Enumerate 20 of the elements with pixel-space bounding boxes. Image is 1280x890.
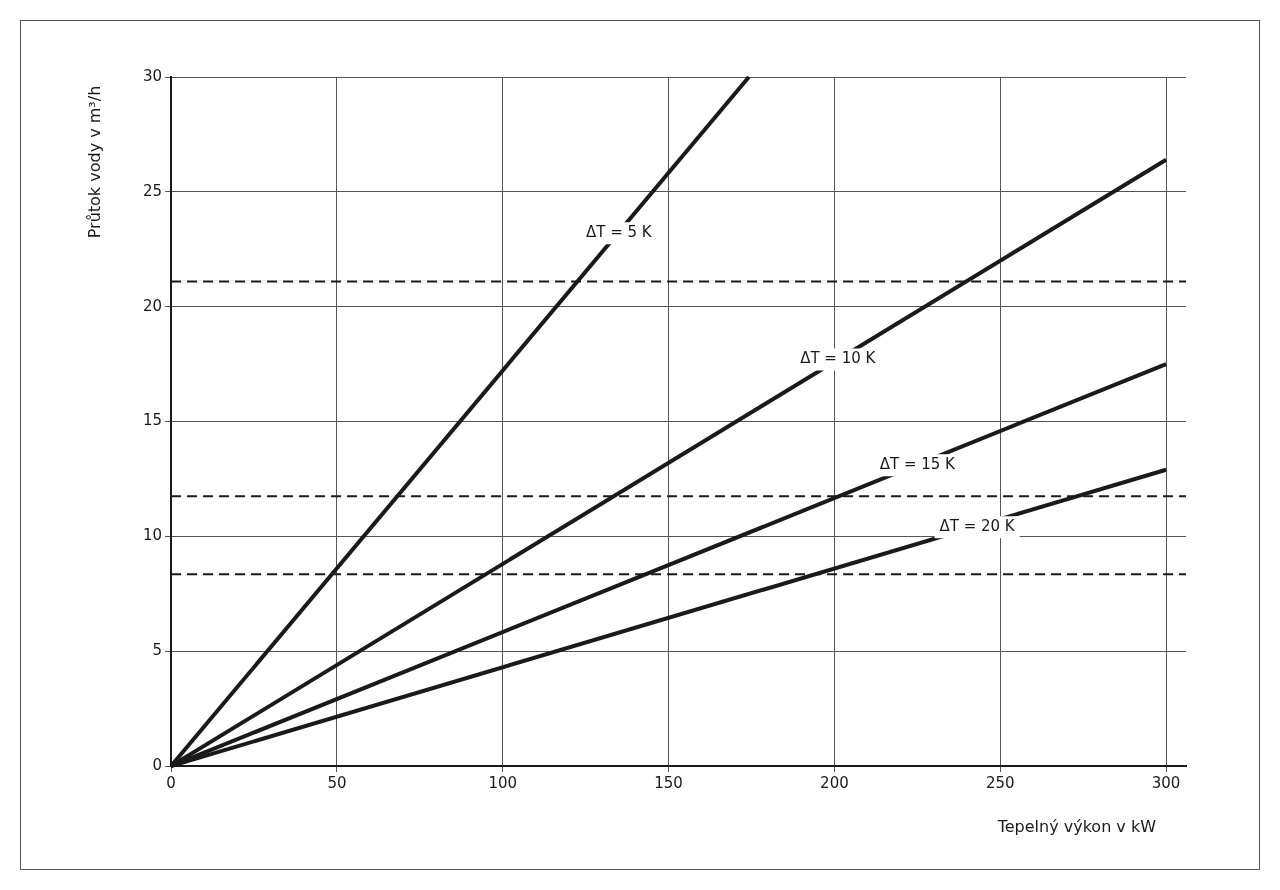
annotation: ΔT = 15 K (879, 455, 957, 474)
y-tick-label: 25 (142, 181, 163, 200)
y-tick-label: 30 (142, 66, 163, 85)
x-tick-label: 100 (488, 773, 518, 792)
x-tick-label: 250 (985, 773, 1015, 792)
y-tick-label: 10 (142, 526, 163, 545)
x-tick-label: 200 (820, 773, 849, 792)
x-tick-label: 0 (166, 773, 176, 792)
y-tick-label: 20 (142, 296, 163, 315)
y-tick-label: 0 (152, 755, 163, 774)
annotation: ΔT = 10 K (800, 349, 877, 368)
y-tick-label: 5 (152, 641, 163, 660)
y-axis-title: Průtok vody v m³/h (85, 85, 105, 239)
annotation: ΔT = 20 K (939, 517, 1016, 536)
annotation: ΔT = 5 K (586, 223, 653, 242)
x-axis-title: Tepelný výkon v kW (996, 817, 1157, 837)
y-tick-label: 15 (142, 411, 163, 430)
x-tick-label: 300 (1151, 773, 1181, 792)
x-tick-label: 150 (654, 773, 683, 792)
x-tick-label: 50 (327, 773, 347, 792)
